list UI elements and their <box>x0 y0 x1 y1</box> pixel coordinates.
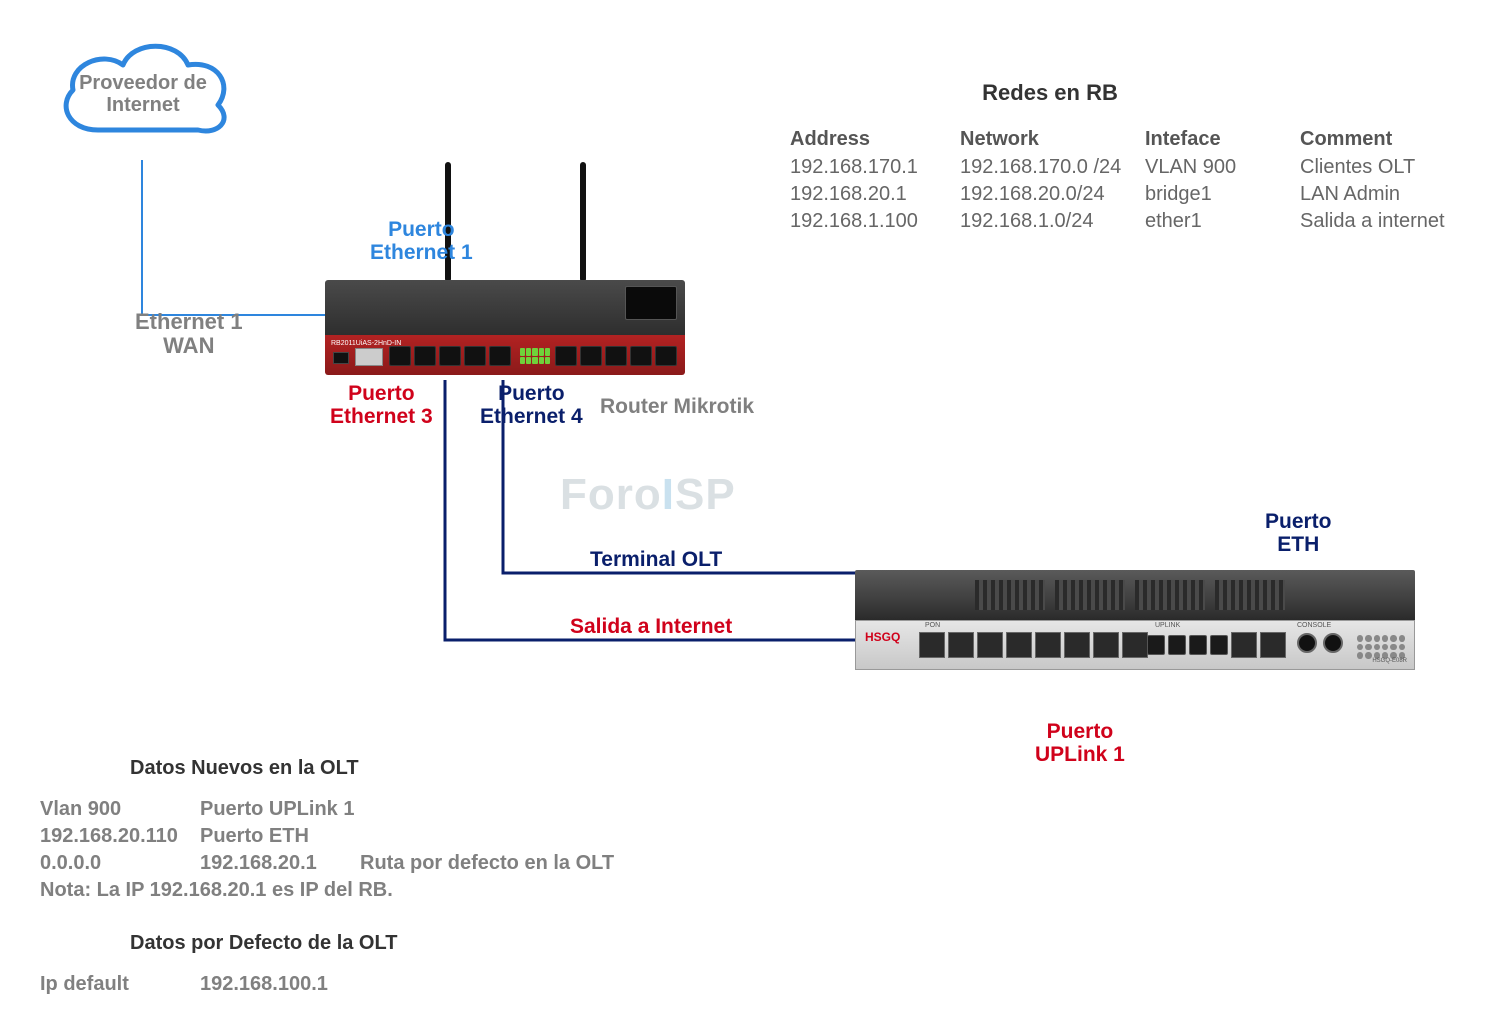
olt-console-eth <box>1297 633 1343 653</box>
cloud-label-line2: Internet <box>106 94 179 116</box>
olt-led-grid <box>1357 635 1405 659</box>
rb-table-row: 192.168.1.100 192.168.1.0/24 ether1 Sali… <box>790 208 1490 235</box>
rb-table: Redes en RB Address Network Inteface Com… <box>790 78 1490 235</box>
label-puerto-eth1: Puerto Ethernet 1 <box>370 218 473 264</box>
router-mikrotik: RB2011UiAS-2HnD-IN <box>325 280 685 375</box>
olt-data-note: Nota: La IP 192.168.20.1 es IP del RB. <box>40 877 740 904</box>
label-olt-puerto-uplink: Puerto UPLink 1 <box>1035 720 1125 766</box>
olt-vent-3 <box>1135 580 1205 610</box>
olt-uplink-rj <box>1147 635 1228 655</box>
olt-data-block: Datos Nuevos en la OLT Vlan 900 Puerto U… <box>40 755 740 998</box>
watermark: ForoISP <box>560 470 736 520</box>
label-puerto-eth4: Puerto Ethernet 4 <box>480 382 583 428</box>
label-puerto-eth3: Puerto Ethernet 3 <box>330 382 433 428</box>
label-terminal-olt: Terminal OLT <box>590 548 722 572</box>
olt-data-row: 0.0.0.0 192.168.20.1 Ruta por defecto en… <box>40 850 740 877</box>
label-olt-puerto-eth: Puerto ETH <box>1265 510 1332 556</box>
router-led-grid <box>520 348 550 364</box>
label-salida-internet: Salida a Internet <box>570 615 732 639</box>
router-sfp-port <box>355 348 383 366</box>
olt-brand: HSGQ <box>865 630 900 644</box>
olt-data-title-default: Datos por Defecto de la OLT <box>130 930 740 957</box>
olt-data-row: Vlan 900 Puerto UPLink 1 <box>40 796 740 823</box>
olt-data-title-new: Datos Nuevos en la OLT <box>130 755 740 782</box>
olt-uplink-sfp <box>1231 632 1286 658</box>
rb-table-row: 192.168.20.1 192.168.20.0/24 bridge1 LAN… <box>790 181 1490 208</box>
olt-data-row: Ip default 192.168.100.1 <box>40 971 740 998</box>
cloud-label-line1: Proveedor de <box>79 72 207 94</box>
router-eth-6-10 <box>555 346 677 366</box>
rb-table-row: 192.168.170.1 192.168.170.0 /24 VLAN 900… <box>790 154 1490 181</box>
rb-table-title: Redes en RB <box>790 78 1310 108</box>
olt-vent-2 <box>1055 580 1125 610</box>
rb-table-headers: Address Network Inteface Comment <box>790 126 1490 154</box>
olt-data-row: 192.168.20.110 Puerto ETH <box>40 823 740 850</box>
router-usb-port <box>333 352 349 364</box>
olt-model: HSGQ-E08R <box>1372 658 1407 664</box>
label-eth1-wan: Ethernet 1 WAN <box>135 310 243 358</box>
cable-cloud-to-eth1 <box>142 160 340 315</box>
router-eth-1-5 <box>389 346 511 366</box>
olt-device: HSGQ PON UPLINK CONSOLE HSGQ-E08R <box>855 570 1415 670</box>
router-lcd <box>625 286 677 320</box>
cloud-label: Proveedor de Internet <box>58 72 228 116</box>
router-antenna-2 <box>580 162 586 282</box>
label-router-name: Router Mikrotik <box>600 395 754 419</box>
olt-vent-4 <box>1215 580 1285 610</box>
olt-vent-1 <box>975 580 1045 610</box>
olt-pon-ports <box>919 632 1148 658</box>
